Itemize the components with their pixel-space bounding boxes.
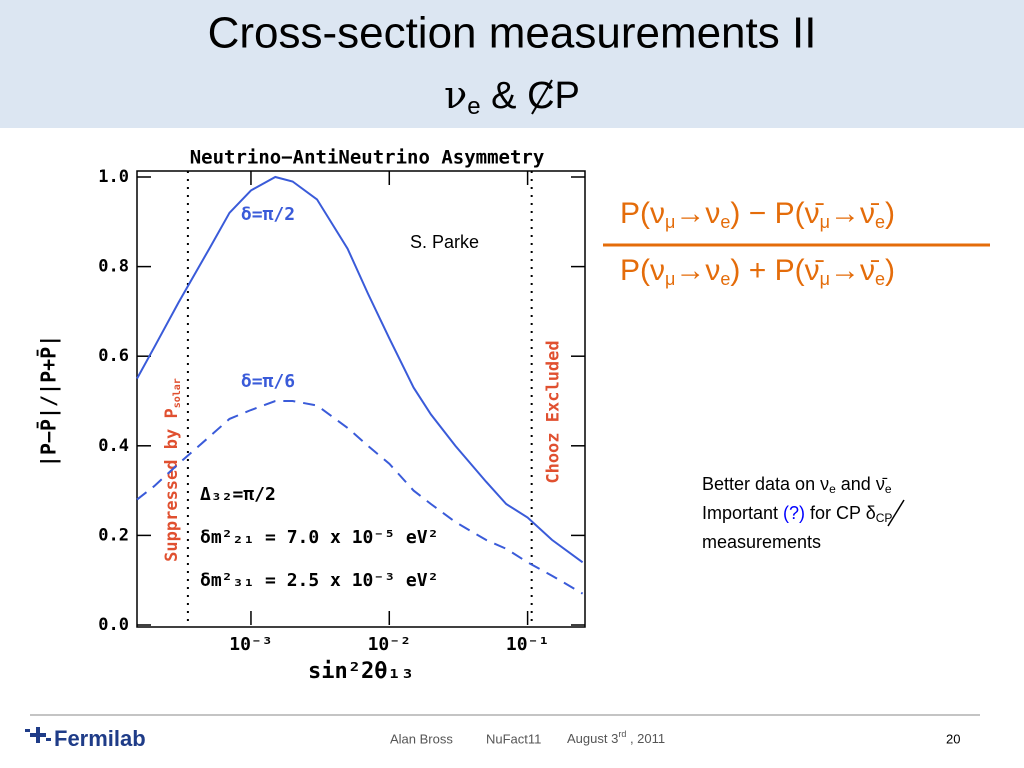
formula: P(νμ→νe) − P(ν̄μ→ν̄e) P(νμ→νe) + P(ν̄μ→ν… [603, 197, 990, 289]
chart: Neutrino−AntiNeutrino Asymmetry 0.0 0.2 0.4… [37, 147, 586, 684]
t: ) − P(ν̄ [730, 197, 824, 230]
t: Better data on ν [702, 474, 829, 494]
y-tick-label: 1.0 [98, 167, 129, 187]
bar [25, 729, 30, 732]
footer: Alan Bross NuFact11 August 3rd , 2011 20 [390, 729, 960, 746]
x-tick-label: 10⁻² [368, 634, 411, 655]
text: & CP [481, 75, 580, 117]
header-band [0, 0, 1024, 128]
bar [46, 738, 51, 741]
slide-title: Cross-section measurements II [208, 9, 817, 58]
author: Alan Bross [390, 731, 453, 746]
logo-text: Fermilab [54, 726, 146, 751]
label: Suppressed by P [162, 408, 182, 562]
x-tick-label: 10⁻¹ [506, 634, 549, 655]
t: →ν̄ [830, 197, 880, 230]
sub: e [875, 269, 885, 289]
t: Important [702, 503, 783, 523]
bar [36, 727, 40, 743]
sub: μ [665, 212, 675, 232]
boundary-label: Chooz Excluded [544, 340, 564, 483]
t: and ν̄ [836, 474, 888, 494]
y-tick-label: 0.2 [98, 525, 129, 545]
y-tick-label: 0.4 [98, 436, 129, 456]
slide-subtitle: νe & CP [444, 73, 580, 121]
denominator: P(νμ→νe) + P(ν̄μ→ν̄e) [620, 254, 895, 289]
y-tick-label: 0.6 [98, 346, 129, 366]
t: →ν [675, 254, 720, 287]
label-sub: solar [172, 378, 183, 408]
chart-title: Neutrino−AntiNeutrino Asymmetry [190, 147, 545, 169]
t: ) [885, 254, 895, 287]
cp-slash [887, 499, 905, 527]
citation: S. Parke [410, 232, 479, 252]
sub: e [885, 482, 892, 496]
plot-frame [136, 170, 586, 628]
t: P(ν [620, 254, 665, 287]
note-line: Important (?) for CP δCP [702, 503, 892, 525]
logo: Fermilab [25, 726, 146, 751]
sup: rd [618, 729, 626, 739]
t: for CP δ [805, 503, 876, 523]
t: ) [885, 197, 895, 230]
y-axis-label: |P−P̄|/|P+P̄| [37, 335, 61, 467]
label: Chooz Excluded [544, 340, 564, 483]
x-tick-label: 10⁻³ [229, 634, 272, 655]
event: NuFact11 [486, 731, 541, 746]
note-line: Better data on νe and ν̄e [702, 474, 892, 496]
sub: μ [820, 269, 830, 289]
y-tick-label: 0.8 [98, 257, 129, 277]
x-axis-label: sin²2θ₁₃ [308, 659, 414, 684]
t: ) + P(ν̄ [730, 254, 824, 287]
t: August 3 [567, 731, 618, 746]
series-label: δ=π/2 [241, 204, 295, 225]
sub: e [720, 269, 730, 289]
note-line: measurements [702, 532, 821, 552]
logo-icon [25, 727, 51, 743]
date: August 3rd , 2011 [567, 729, 665, 746]
y-tick-label: 0.0 [98, 615, 129, 635]
sub: CP [876, 511, 893, 525]
page-number: 20 [946, 731, 960, 746]
annotation: Δ₃₂=π/2 [200, 484, 276, 505]
note: Better data on νe and ν̄e Important (?) … [702, 474, 905, 552]
question: (?) [783, 503, 805, 523]
series-line [136, 175, 584, 564]
t: →ν [675, 197, 720, 230]
series-line [136, 400, 584, 595]
cp-slash [531, 79, 553, 115]
t: P(ν [620, 197, 665, 230]
sub: e [875, 212, 885, 232]
boundary-label: Suppressed by Psolar [162, 378, 183, 562]
series-label: δ=π/6 [241, 371, 295, 392]
nu: ν [444, 73, 467, 117]
numerator: P(νμ→νe) − P(ν̄μ→ν̄e) [620, 197, 895, 232]
t: →ν̄ [830, 254, 880, 287]
sub: μ [665, 269, 675, 289]
sub: e [720, 212, 730, 232]
t: , 2011 [626, 731, 665, 746]
sub: μ [820, 212, 830, 232]
annotation: δm²₃₁ = 2.5 x 10⁻³ eV² [200, 570, 438, 591]
sub: e [829, 482, 836, 496]
annotation: δm²₂₁ = 7.0 x 10⁻⁵ eV² [200, 527, 438, 548]
sub: e [467, 93, 480, 120]
